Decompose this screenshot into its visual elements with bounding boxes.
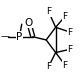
Text: P: P [16,32,23,42]
Text: F: F [46,62,51,71]
Text: F: F [62,61,68,70]
Text: F: F [46,7,51,16]
Text: —: — [0,32,9,41]
Text: O: O [25,18,33,28]
Text: F: F [67,28,72,37]
Text: F: F [67,45,72,54]
Text: F: F [62,12,68,21]
